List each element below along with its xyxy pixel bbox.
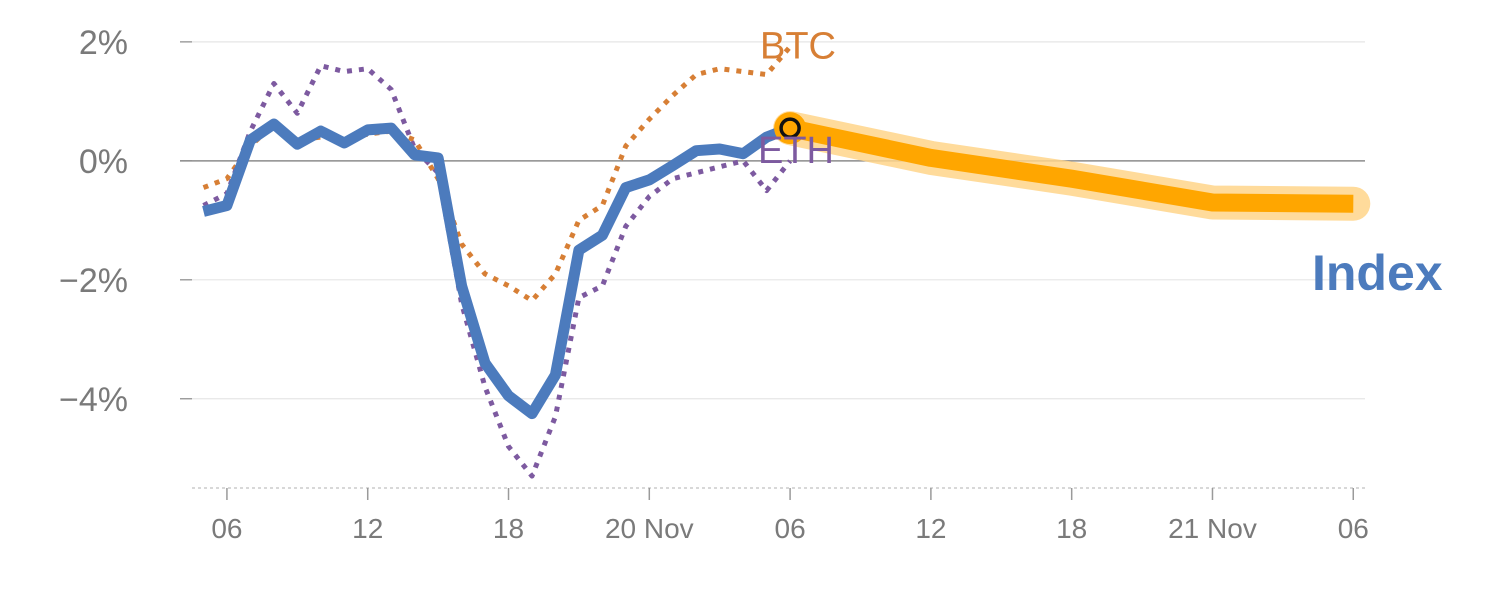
x-tick-label: 18 <box>1056 513 1087 544</box>
x-tick-label: 20 Nov <box>605 513 694 544</box>
x-tick-label: 12 <box>352 513 383 544</box>
series-layer <box>202 45 1371 479</box>
x-tick-label: 21 Nov <box>1168 513 1257 544</box>
label-layer: BTC ETH Index <box>758 26 1443 301</box>
series-label-eth: ETH <box>758 130 834 172</box>
x-tick-label: 12 <box>915 513 946 544</box>
series-label-index: Index <box>1312 245 1443 301</box>
y-tick-label: 2% <box>79 24 128 62</box>
current-marker-ring <box>779 117 801 139</box>
series-line-eth <box>202 63 793 479</box>
forecast-line <box>788 119 1354 213</box>
series-line-btc <box>202 45 793 304</box>
grid-layer <box>180 41 1365 400</box>
x-tick-label: 06 <box>1338 513 1369 544</box>
series-label-btc: BTC <box>760 26 836 68</box>
y-tick-label: −4% <box>59 381 128 419</box>
y-tick-label: 0% <box>79 143 128 181</box>
series-line-index <box>202 118 793 420</box>
current-marker-outer <box>774 112 807 145</box>
axis-layer: 2% 0% −2% −4% 06 12 18 20 Nov 06 12 18 21 Nov 06 <box>59 24 1369 544</box>
x-tick-label: 06 <box>775 513 806 544</box>
x-tick-label: 06 <box>211 513 242 544</box>
x-tick-label: 18 <box>493 513 524 544</box>
y-tick-label: −2% <box>59 262 128 300</box>
